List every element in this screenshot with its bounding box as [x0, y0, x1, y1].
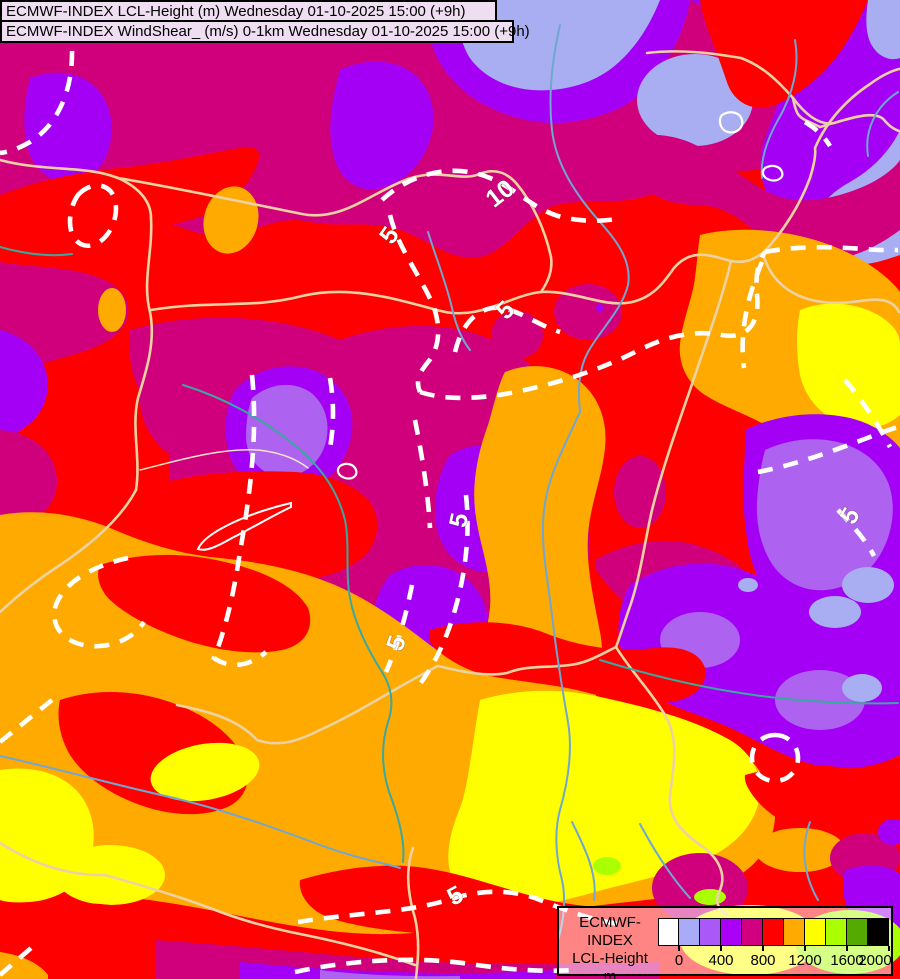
legend-swatch-6: [784, 918, 805, 946]
legend-title-block: ECMWF-INDEX LCL-Height m: [561, 914, 659, 979]
legend-tick-mark: [888, 946, 890, 951]
title-line-1: ECMWF-INDEX LCL-Height (m) Wednesday 01-…: [6, 3, 466, 20]
legend-swatch-2: [700, 918, 721, 946]
legend-swatch-7: [805, 918, 826, 946]
legend-tick-mark: [846, 946, 848, 951]
country-borders: [0, 50, 900, 979]
legend-title-parameter: LCL-Height: [572, 950, 648, 967]
legend-swatch-10: [868, 918, 889, 946]
legend-title-model: ECMWF-INDEX: [579, 914, 641, 949]
legend-tick-label: 400: [708, 952, 734, 969]
legend-tick-mark: [720, 946, 722, 951]
title-line-2: ECMWF-INDEX WindShear_ (m/s) 0-1km Wedne…: [6, 23, 530, 40]
legend-tick-mark: [804, 946, 806, 951]
legend-tick-label: 2000: [858, 952, 892, 969]
title-bar-lcl-height: ECMWF-INDEX LCL-Height (m) Wednesday 01-…: [0, 0, 497, 22]
title-bar-windshear: ECMWF-INDEX WindShear_ (m/s) 0-1km Wedne…: [0, 20, 530, 43]
legend-swatch-1: [679, 918, 700, 946]
legend-tick-mark: [762, 946, 764, 951]
legend-swatch-3: [721, 918, 742, 946]
contour-label-5: 5: [444, 511, 474, 531]
legend-tick-label: 0: [674, 952, 684, 969]
legend-tick-mark: [678, 946, 680, 951]
rivers: [0, 24, 899, 941]
legend-swatch-4: [742, 918, 763, 946]
legend-swatch-0: [658, 918, 679, 946]
legend-title-unit: m: [603, 968, 617, 979]
windshear-contours: [0, 24, 899, 977]
color-legend: ECMWF-INDEX LCL-Height m 0 400 800 1200 1600…: [557, 906, 893, 979]
legend-swatch-9: [847, 918, 868, 946]
legend-tick-label: 1200: [788, 952, 822, 969]
legend-tick-label: 800: [750, 952, 776, 969]
legend-color-bar: [658, 918, 889, 946]
legend-swatch-8: [826, 918, 847, 946]
legend-tick-label: 1600: [830, 952, 864, 969]
legend-swatch-5: [763, 918, 784, 946]
